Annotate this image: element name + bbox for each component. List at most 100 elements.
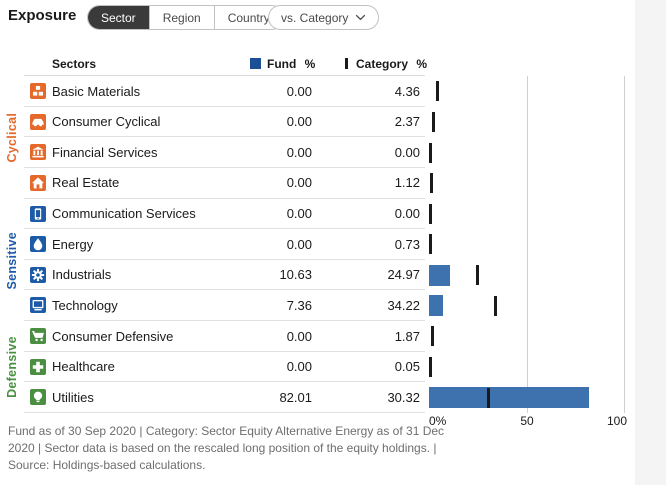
row-divider (24, 166, 425, 168)
sector-label: Healthcare (52, 359, 115, 375)
cross-icon (30, 358, 46, 375)
fund-value: 7.36 (286, 297, 312, 313)
header-divider (24, 75, 425, 76)
table-row: Healthcare 0.00 0.05 (0, 352, 666, 383)
fund-value: 0.00 (286, 206, 312, 221)
gear-icon (30, 266, 46, 283)
category-value: 24.97 (387, 267, 420, 283)
table-row: Consumer Defensive 0.00 1.87 (0, 321, 666, 352)
sector-label: Communication Services (52, 206, 196, 221)
table-row: Basic Materials 0.00 4.36 (0, 76, 666, 107)
gridline-100 (624, 76, 625, 413)
fund-bar (429, 264, 450, 286)
category-tick (429, 173, 433, 194)
table-row: Real Estate 0.00 1.12 (0, 168, 666, 199)
row-divider (24, 350, 425, 352)
monitor-icon (30, 297, 46, 314)
category-value: 0.00 (394, 144, 420, 160)
row-divider (24, 197, 425, 199)
sector-label: Energy (52, 236, 94, 252)
sector-label: Consumer Cyclical (52, 114, 161, 130)
category-value: 34.22 (387, 297, 420, 313)
axis-tick-0: 0% (429, 414, 447, 428)
table-row: Industrials 10.63 24.97 (0, 260, 666, 291)
row-divider (24, 411, 425, 413)
category-tick (486, 387, 490, 408)
group-label-cyclical: Cyclical (5, 112, 19, 163)
gridline-50 (526, 76, 528, 413)
tab-country[interactable]: Country (214, 6, 283, 29)
page-edge-strip (635, 0, 666, 485)
fund-value: 0.00 (286, 175, 312, 191)
category-tick (429, 234, 432, 255)
column-header-sectors: Sectors (52, 57, 97, 71)
droplet-icon (30, 236, 46, 253)
category-tick (431, 326, 435, 347)
column-header-fund: Fund % (267, 57, 316, 71)
sector-label: Real Estate (52, 175, 120, 191)
bank-icon (30, 144, 46, 161)
table-row: Technology 7.36 34.22 (0, 290, 666, 321)
fund-value: 0.00 (286, 144, 312, 160)
house-icon (30, 174, 46, 191)
fund-value: 0.00 (286, 236, 312, 252)
group-label-defensive: Defensive (5, 336, 19, 398)
fund-value: 10.63 (279, 267, 312, 283)
category-tick (476, 265, 480, 286)
exposure-view-tabs: Sector Region Country (87, 5, 284, 30)
sector-table-body: Basic Materials 0.00 4.36 Consumer Cyclical… (0, 76, 666, 413)
axis-tick-100: 100 (606, 414, 628, 428)
column-header-category: Category % (356, 57, 428, 71)
table-row: Communication Services 0.00 0.00 (0, 199, 666, 230)
axis-tick-50: 50 (520, 414, 534, 428)
sector-label: Basic Materials (52, 83, 141, 99)
page-title: Exposure (8, 7, 77, 24)
table-row: Consumer Cyclical 0.00 2.37 (0, 107, 666, 138)
sector-label: Technology (52, 297, 118, 313)
fund-value: 0.00 (286, 114, 312, 130)
tab-sector[interactable]: Sector (88, 6, 150, 29)
sector-label: Utilities (52, 389, 94, 405)
vs-category-label: vs. Category (281, 10, 349, 25)
bulb-icon (30, 389, 46, 406)
vs-category-dropdown[interactable]: vs. Category (268, 5, 380, 30)
table-row: Utilities 82.01 30.32 (0, 382, 666, 413)
category-value: 0.00 (394, 206, 420, 221)
fund-legend-swatch (250, 58, 261, 69)
sector-label: Financial Services (52, 144, 158, 160)
category-tick (429, 203, 432, 224)
row-divider (24, 258, 425, 260)
category-value: 1.12 (394, 175, 420, 191)
fund-bar (429, 295, 444, 317)
fund-value: 0.00 (286, 359, 312, 375)
row-divider (24, 228, 425, 230)
footnote: Fund as of 30 Sep 2020 | Category: Secto… (8, 424, 445, 473)
table-row: Financial Services 0.00 0.00 (0, 137, 666, 168)
category-tick (494, 295, 498, 316)
row-divider (24, 320, 425, 321)
category-tick (429, 142, 432, 163)
group-label-sensitive: Sensitive (5, 231, 19, 289)
table-row: Energy 0.00 0.73 (0, 229, 666, 260)
row-divider (24, 289, 425, 291)
row-divider (24, 136, 425, 138)
chevron-down-icon (355, 14, 366, 21)
category-value: 1.87 (394, 328, 420, 344)
cart-icon (30, 328, 46, 344)
fund-bar (429, 387, 589, 409)
row-divider (24, 105, 425, 107)
fund-value: 0.00 (286, 83, 312, 99)
sector-label: Industrials (52, 267, 112, 283)
category-value: 0.05 (394, 359, 420, 375)
category-legend-swatch (345, 58, 348, 69)
fund-value: 0.00 (286, 328, 312, 344)
phone-icon (30, 205, 46, 222)
category-value: 30.32 (387, 389, 420, 405)
category-value: 2.37 (394, 114, 420, 130)
tab-region[interactable]: Region (149, 6, 215, 29)
car-icon (30, 113, 46, 130)
category-value: 4.36 (394, 83, 420, 99)
cubes-icon (30, 83, 46, 99)
category-tick (429, 356, 432, 377)
